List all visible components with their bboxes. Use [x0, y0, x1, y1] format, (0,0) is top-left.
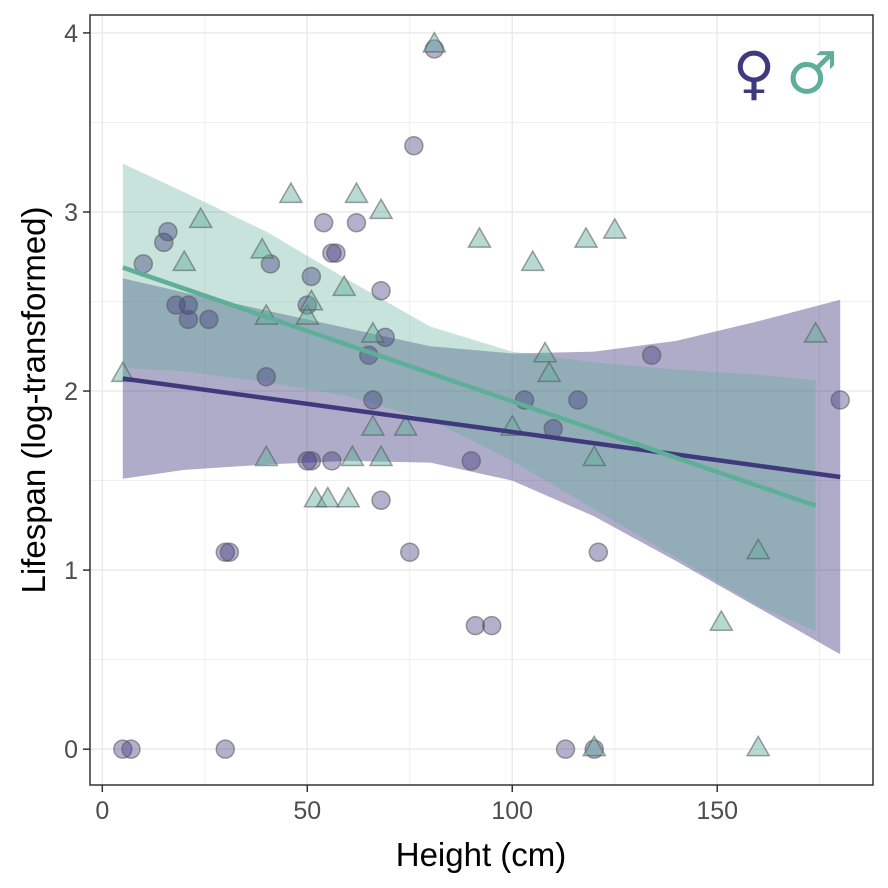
male-point	[581, 444, 607, 467]
female-point	[158, 221, 178, 242]
female-point	[830, 390, 850, 410]
female-point	[301, 266, 322, 287]
y-axis-title: Lifespan (log-transformed)	[15, 206, 52, 593]
male-point	[422, 31, 447, 53]
male-point	[340, 444, 365, 467]
female-point	[400, 542, 420, 562]
male-point	[745, 537, 771, 560]
panel-border	[89, 14, 874, 786]
female-point	[326, 243, 346, 263]
female-point	[154, 232, 174, 253]
female-point	[260, 254, 281, 274]
male-point	[335, 485, 361, 508]
male-point	[803, 321, 828, 343]
female-point	[121, 739, 141, 759]
male-point	[171, 249, 197, 272]
male-point	[602, 217, 628, 239]
male-point	[110, 360, 136, 383]
male-point	[278, 181, 304, 204]
y-tick-label: 4	[64, 20, 78, 48]
female-point	[322, 451, 342, 471]
y-axis: 0 1 2 3 4	[64, 20, 90, 764]
male-point	[315, 485, 341, 508]
female-point	[465, 615, 486, 636]
female-point	[215, 739, 236, 759]
y-tick-label: 2	[64, 378, 78, 406]
legend-female-symbol: ♀	[733, 39, 775, 107]
confidence-bands	[122, 163, 841, 655]
female-point	[555, 739, 576, 759]
male-point	[294, 303, 320, 325]
male-point	[188, 206, 213, 229]
female-point	[404, 135, 424, 156]
female-trend-line	[122, 376, 841, 480]
male-confidence-band	[122, 163, 816, 631]
y-tick-label: 1	[64, 557, 78, 585]
male-trend-line	[122, 265, 817, 508]
x-tick-label: 0	[95, 797, 109, 825]
male-point	[536, 360, 562, 383]
female-point	[313, 212, 334, 233]
data-points	[110, 31, 850, 759]
y-tick-label: 3	[64, 199, 78, 227]
x-tick-label: 50	[293, 797, 321, 825]
female-point	[178, 295, 199, 315]
grid-lines	[90, 15, 873, 785]
male-point	[360, 414, 386, 436]
legend-male-symbol: ♂	[786, 39, 838, 107]
female-point	[113, 739, 133, 759]
female-point	[371, 490, 391, 511]
female-point	[346, 212, 367, 233]
male-point	[745, 734, 771, 757]
male-point	[573, 226, 599, 248]
male-point	[344, 181, 369, 204]
panel-background	[90, 15, 873, 785]
female-point	[363, 390, 383, 410]
female-point	[178, 309, 199, 330]
x-tick-label: 100	[491, 797, 533, 825]
x-axis: 0 50 100 150	[95, 785, 738, 825]
x-axis-title: Height (cm)	[396, 836, 567, 873]
male-point	[360, 321, 386, 343]
female-point	[371, 281, 391, 301]
male-point	[467, 226, 492, 248]
female-point	[588, 542, 609, 562]
female-point	[219, 542, 240, 562]
male-point	[393, 414, 418, 436]
male-point	[581, 734, 607, 757]
male-point	[532, 340, 558, 363]
male-point	[520, 249, 546, 272]
female-point	[568, 390, 588, 410]
female-point	[301, 451, 322, 471]
male-point	[368, 197, 394, 220]
male-point	[331, 274, 357, 297]
female-point	[199, 309, 219, 330]
male-point	[709, 609, 734, 632]
male-point	[303, 485, 328, 508]
female-point	[481, 615, 502, 636]
male-point	[299, 288, 324, 311]
male-point	[368, 444, 394, 467]
female-point	[461, 451, 482, 471]
x-tick-label: 150	[696, 797, 738, 825]
male-point	[249, 237, 275, 259]
female-point	[256, 366, 277, 387]
female-point	[641, 345, 662, 365]
trend-lines	[122, 265, 841, 508]
y-tick-label: 0	[64, 736, 78, 764]
female-confidence-band	[122, 278, 841, 655]
male-point	[253, 444, 279, 467]
